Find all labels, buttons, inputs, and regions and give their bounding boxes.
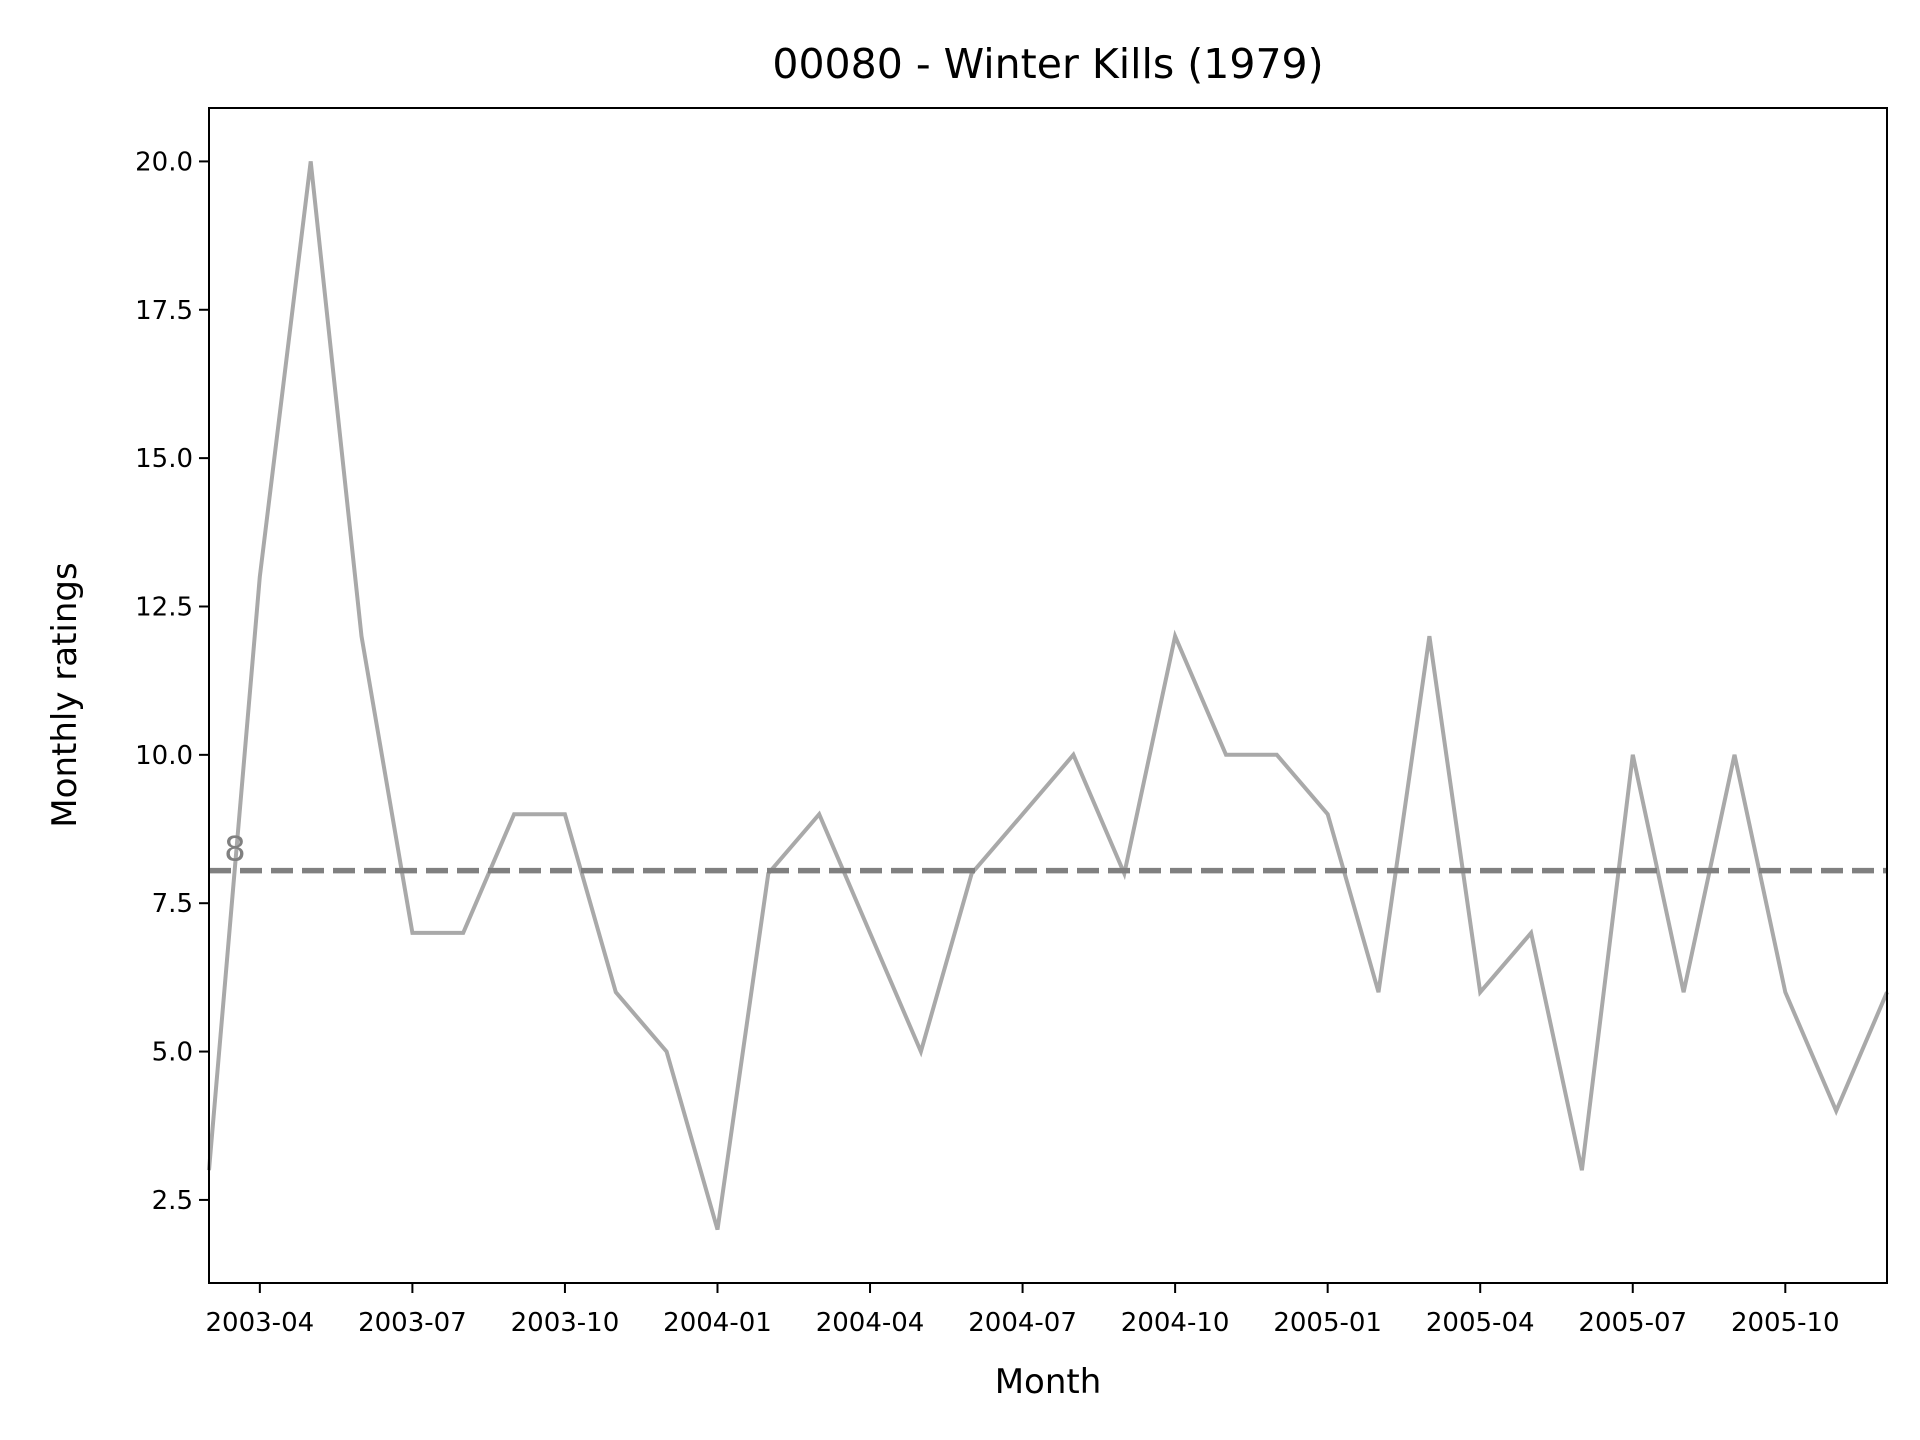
plot-area: 8 (207, 161, 1889, 1231)
y-tick-label: 5.0 (152, 1038, 193, 1068)
y-axis: 2.5 5.0 7.5 10.0 12.5 15.0 17.5 20.0 (135, 147, 209, 1216)
ratings-series-line (207, 161, 1889, 1231)
x-tick-label: 2004-07 (968, 1308, 1077, 1338)
x-tick-label: 2004-04 (816, 1308, 925, 1338)
y-tick-label: 2.5 (152, 1186, 193, 1216)
x-tick-label: 2003-07 (358, 1308, 467, 1338)
y-axis-label: Monthly ratings (45, 562, 85, 827)
chart-title: 00080 - Winter Kills (1979) (772, 40, 1323, 88)
x-tick-label: 2005-01 (1273, 1308, 1382, 1338)
y-tick-label: 15.0 (135, 444, 193, 474)
x-tick-label: 2004-10 (1121, 1308, 1230, 1338)
plot-frame (208, 107, 1888, 1284)
x-tick-label: 2003-10 (511, 1308, 620, 1338)
x-tick-label: 2003-04 (206, 1308, 315, 1338)
x-axis: 2003-04 2003-07 2003-10 2004-01 2004-04 2004-… (206, 1283, 1840, 1338)
y-tick-label: 10.0 (135, 741, 193, 771)
x-tick-label: 2004-01 (663, 1308, 772, 1338)
average-reference-label: 8 (224, 830, 246, 870)
x-tick-label: 2005-07 (1578, 1308, 1687, 1338)
x-tick-label: 2005-04 (1426, 1308, 1535, 1338)
y-tick-label: 7.5 (152, 889, 193, 919)
y-tick-label: 17.5 (135, 296, 193, 326)
y-tick-label: 20.0 (135, 147, 193, 177)
x-tick-label: 2005-10 (1731, 1308, 1840, 1338)
x-axis-label: Month (995, 1362, 1102, 1402)
y-tick-label: 12.5 (135, 592, 193, 622)
